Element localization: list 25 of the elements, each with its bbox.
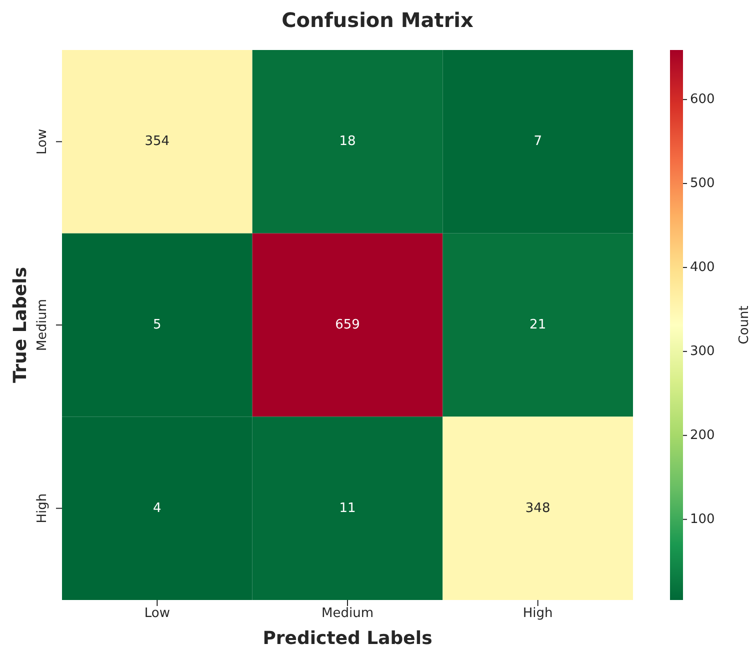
x-tick-label: High bbox=[522, 606, 553, 622]
color-bar-title: Count bbox=[737, 306, 752, 344]
data-label: 4 bbox=[153, 500, 162, 516]
x-tick-label: Medium bbox=[322, 606, 374, 622]
y-tick-label: High bbox=[35, 493, 50, 524]
y-tick-label: Medium bbox=[35, 299, 50, 351]
data-label: 659 bbox=[335, 318, 360, 332]
data-label: 348 bbox=[525, 500, 550, 516]
y-axis-title: True Labels bbox=[10, 266, 31, 384]
chart-title: Confusion Matrix bbox=[280, 8, 474, 32]
x-axis-title: Predicted Labels bbox=[262, 628, 434, 649]
color-bar-label: 600 bbox=[690, 92, 715, 108]
data-label: 21 bbox=[530, 318, 546, 332]
data-label: 354 bbox=[144, 134, 170, 150]
color-bar-label: 100 bbox=[690, 512, 715, 527]
color-bar-label: 300 bbox=[690, 344, 715, 359]
color-bar-label: 200 bbox=[690, 428, 715, 443]
data-label: 7 bbox=[534, 134, 542, 150]
color-bar-label: 400 bbox=[690, 260, 715, 275]
data-label: 5 bbox=[153, 318, 162, 332]
x-tick-label: Low bbox=[144, 606, 170, 622]
data-label: 11 bbox=[339, 500, 356, 516]
data-label: 18 bbox=[339, 134, 356, 150]
y-tick-label: Low bbox=[35, 128, 50, 154]
color-bar-label: 500 bbox=[690, 176, 715, 192]
